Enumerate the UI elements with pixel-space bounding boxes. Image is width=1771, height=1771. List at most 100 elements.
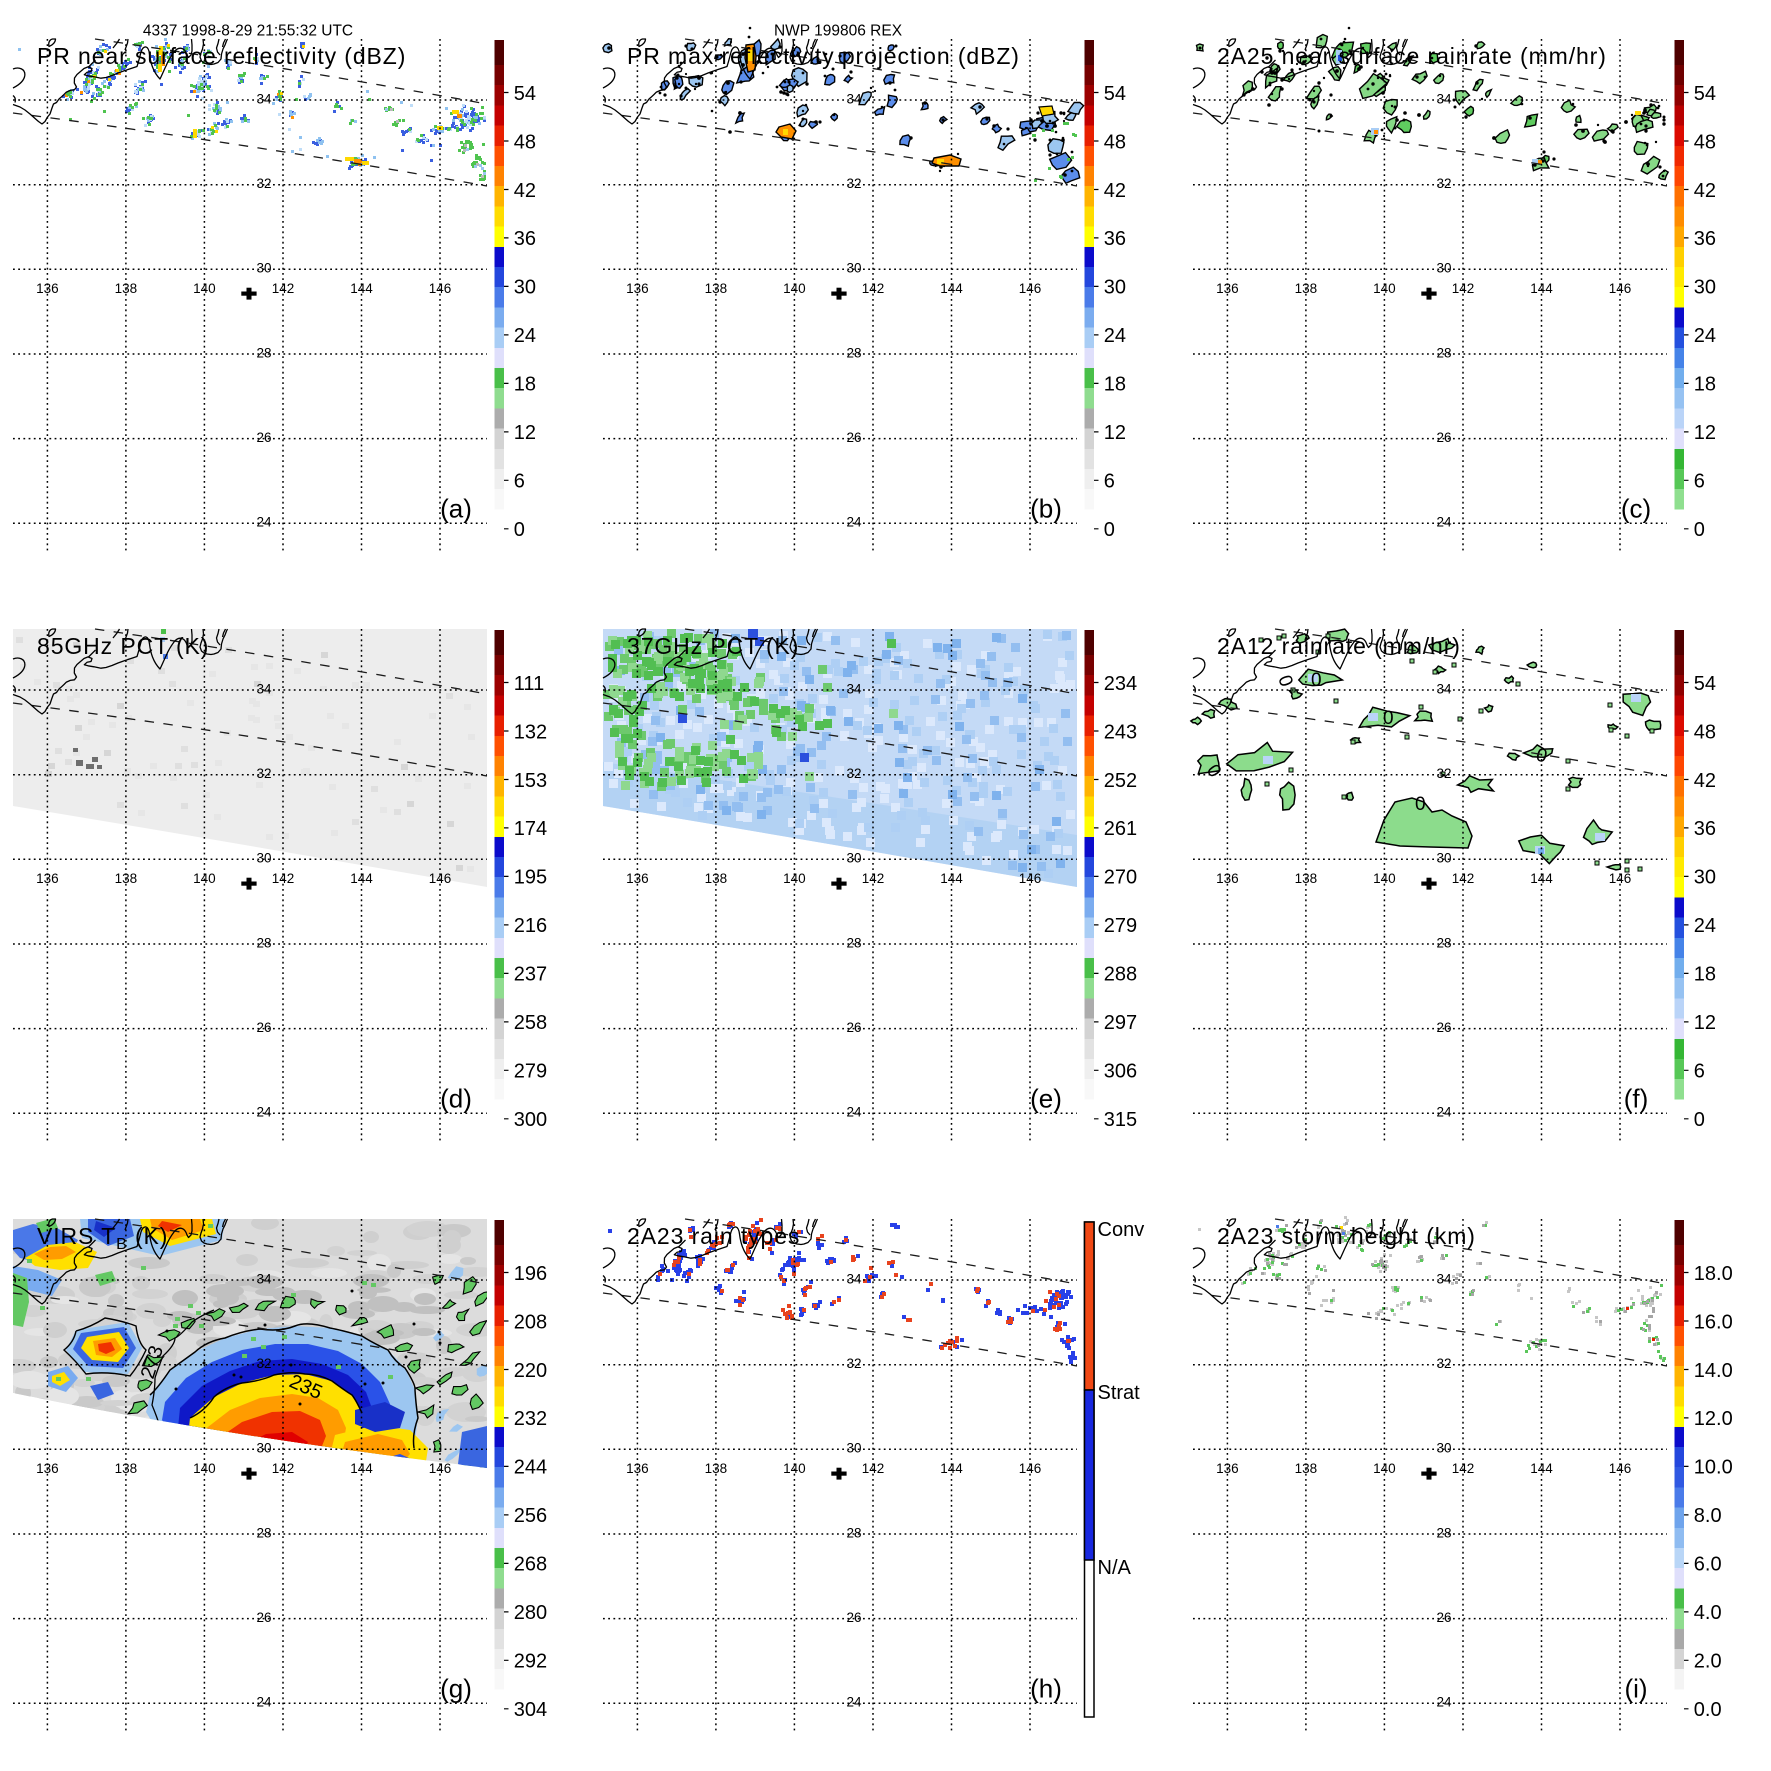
- svg-text:292: 292: [514, 1651, 547, 1673]
- svg-text:(f): (f): [1624, 1084, 1649, 1114]
- svg-text:6: 6: [1694, 1061, 1705, 1083]
- svg-text:4337 1998-8-29 21:55:32 UTC: 4337 1998-8-29 21:55:32 UTC: [143, 23, 353, 40]
- svg-text:12.0: 12.0: [1694, 1408, 1733, 1430]
- svg-text:48: 48: [514, 131, 536, 153]
- svg-text:237: 237: [514, 964, 547, 986]
- svg-text:24: 24: [1694, 915, 1716, 937]
- svg-text:196: 196: [514, 1263, 547, 1285]
- svg-text:243: 243: [1104, 721, 1137, 743]
- svg-text:42: 42: [514, 180, 536, 202]
- svg-text:0: 0: [1311, 670, 1322, 691]
- svg-text:(a): (a): [440, 494, 472, 524]
- svg-text:42: 42: [1104, 180, 1126, 202]
- svg-text:54: 54: [1694, 673, 1716, 695]
- svg-text:258: 258: [514, 1012, 547, 1034]
- svg-text:280: 280: [514, 1602, 547, 1624]
- svg-text:0: 0: [1694, 519, 1705, 541]
- svg-text:(h): (h): [1030, 1674, 1062, 1704]
- svg-text:220: 220: [514, 1360, 547, 1382]
- svg-text:54: 54: [1104, 83, 1126, 105]
- svg-text:54: 54: [514, 83, 536, 105]
- svg-text:24: 24: [1104, 325, 1126, 347]
- svg-text:270: 270: [1104, 867, 1137, 889]
- svg-text:30: 30: [1694, 867, 1716, 889]
- svg-text:30: 30: [1104, 277, 1126, 299]
- svg-text:(c): (c): [1621, 494, 1651, 524]
- svg-text:24: 24: [1694, 325, 1716, 347]
- svg-text:6: 6: [514, 471, 525, 493]
- svg-text:36: 36: [1694, 228, 1716, 250]
- svg-text:0: 0: [1415, 794, 1426, 815]
- svg-text:0: 0: [1694, 1109, 1705, 1131]
- svg-text:2A12 rainrate (mm/hr): 2A12 rainrate (mm/hr): [1217, 633, 1461, 659]
- svg-text:306: 306: [1104, 1061, 1137, 1083]
- svg-text:279: 279: [1104, 915, 1137, 937]
- svg-text:12: 12: [1694, 422, 1716, 444]
- svg-text:132: 132: [514, 721, 547, 743]
- svg-text:10.0: 10.0: [1694, 1457, 1733, 1479]
- svg-text:256: 256: [514, 1505, 547, 1527]
- svg-text:36: 36: [1694, 818, 1716, 840]
- svg-text:N/A: N/A: [1098, 1557, 1132, 1579]
- svg-text:2.0: 2.0: [1694, 1651, 1722, 1673]
- svg-text:Strat: Strat: [1098, 1382, 1141, 1404]
- svg-text:18: 18: [1694, 964, 1716, 986]
- svg-text:42: 42: [1694, 180, 1716, 202]
- svg-text:NWP 199806 REX: NWP 199806 REX: [774, 23, 903, 40]
- svg-text:279: 279: [514, 1061, 547, 1083]
- svg-text:18: 18: [514, 374, 536, 396]
- svg-text:6: 6: [1104, 471, 1115, 493]
- svg-text:30: 30: [514, 277, 536, 299]
- svg-text:234: 234: [1104, 673, 1137, 695]
- svg-text:261: 261: [1104, 818, 1137, 840]
- svg-text:(b): (b): [1030, 494, 1062, 524]
- svg-text:PR max reflectivity projection: PR max reflectivity projection (dBZ): [627, 43, 1020, 69]
- svg-text:0: 0: [1383, 708, 1394, 729]
- svg-text:6: 6: [1694, 471, 1705, 493]
- svg-text:85GHz PCT (K): 85GHz PCT (K): [37, 633, 209, 659]
- svg-text:37GHz PCT (K): 37GHz PCT (K): [627, 633, 799, 659]
- svg-text:244: 244: [514, 1457, 547, 1479]
- svg-text:12: 12: [1694, 1012, 1716, 1034]
- svg-text:0: 0: [1104, 519, 1115, 541]
- svg-text:42: 42: [1694, 770, 1716, 792]
- svg-text:208: 208: [514, 1311, 547, 1333]
- svg-text:268: 268: [514, 1554, 547, 1576]
- svg-text:232: 232: [514, 1408, 547, 1430]
- svg-text:(i): (i): [1624, 1674, 1647, 1704]
- svg-text:VIRS TB (K): VIRS TB (K): [37, 1223, 168, 1253]
- svg-text:48: 48: [1694, 131, 1716, 153]
- svg-text:18: 18: [1104, 374, 1126, 396]
- svg-text:48: 48: [1694, 721, 1716, 743]
- svg-text:0: 0: [514, 519, 525, 541]
- svg-text:(d): (d): [440, 1084, 472, 1114]
- svg-text:Conv: Conv: [1098, 1219, 1145, 1241]
- svg-text:14.0: 14.0: [1694, 1360, 1733, 1382]
- svg-text:195: 195: [514, 867, 547, 889]
- svg-text:0: 0: [1534, 745, 1550, 768]
- svg-text:24: 24: [514, 325, 536, 347]
- svg-text:18.0: 18.0: [1694, 1263, 1733, 1285]
- svg-text:288: 288: [1104, 964, 1137, 986]
- svg-text:16.0: 16.0: [1694, 1311, 1733, 1333]
- svg-text:36: 36: [1104, 228, 1126, 250]
- svg-text:(g): (g): [440, 1674, 472, 1704]
- svg-text:8.0: 8.0: [1694, 1505, 1722, 1527]
- svg-text:6.0: 6.0: [1694, 1554, 1722, 1576]
- svg-text:216: 216: [514, 915, 547, 937]
- svg-text:30: 30: [1694, 277, 1716, 299]
- svg-text:2A25 near surface rainrate (mm: 2A25 near surface rainrate (mm/hr): [1217, 43, 1607, 69]
- svg-text:0.0: 0.0: [1694, 1699, 1722, 1721]
- svg-text:297: 297: [1104, 1012, 1137, 1034]
- svg-text:PR near surface reflectivity (: PR near surface reflectivity (dBZ): [37, 43, 406, 69]
- svg-text:304: 304: [514, 1699, 547, 1721]
- svg-text:315: 315: [1104, 1109, 1137, 1131]
- svg-text:18: 18: [1694, 374, 1716, 396]
- svg-text:300: 300: [514, 1109, 547, 1131]
- svg-text:2A23 rain types: 2A23 rain types: [627, 1223, 800, 1249]
- svg-text:4.0: 4.0: [1694, 1602, 1722, 1624]
- svg-text:54: 54: [1694, 83, 1716, 105]
- svg-text:(e): (e): [1030, 1084, 1062, 1114]
- svg-text:252: 252: [1104, 770, 1137, 792]
- svg-text:36: 36: [514, 228, 536, 250]
